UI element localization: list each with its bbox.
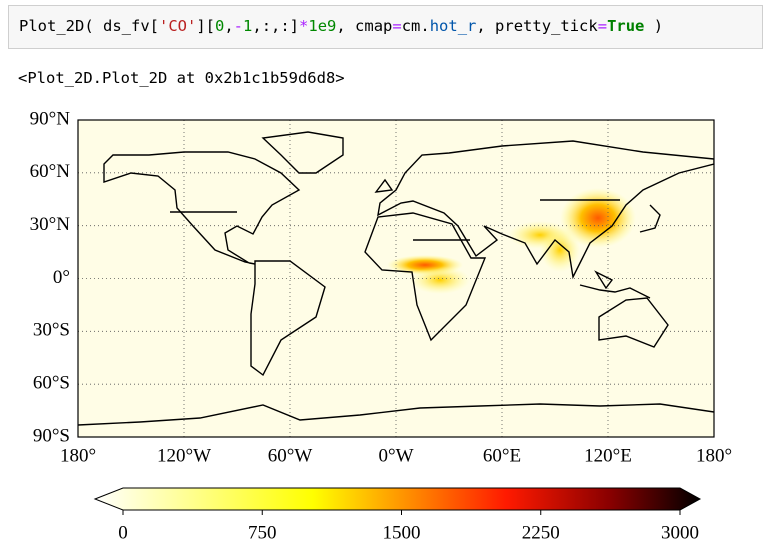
lat-tick-label: 0°: [53, 267, 70, 288]
code-token: , cmap: [336, 17, 393, 35]
colorbar-tick-label: 1500: [383, 522, 421, 543]
lon-tick-label: 60°E: [483, 445, 521, 466]
code-token: 1e9: [308, 17, 337, 35]
colorbar-tick-label: 2250: [522, 522, 560, 543]
code-token: Plot_2D( ds_fv[: [19, 17, 159, 35]
lat-tick-label: 60°S: [33, 373, 70, 394]
code-token: hot_r: [429, 17, 477, 35]
lat-tick-label: 90°S: [33, 425, 70, 446]
code-token: ,:,:]: [252, 17, 300, 35]
code[interactable]: Plot_2D( ds_fv['CO'][0,-1,:,:]*1e9, cmap…: [19, 17, 663, 35]
lon-tick-label: 120°E: [584, 445, 632, 466]
lon-tick-label: 120°W: [157, 445, 211, 466]
colorbar: [93, 487, 702, 511]
colorbar-tick-label: 750: [248, 522, 277, 543]
lon-tick-label: 180°: [60, 445, 96, 466]
code-token: ): [644, 17, 664, 35]
code-token: True: [607, 17, 645, 35]
code-token: cm.: [401, 17, 430, 35]
code-token: *: [299, 17, 309, 35]
code-token: 'CO': [158, 17, 197, 35]
lon-tick-label: 180°: [696, 445, 732, 466]
lat-tick-label: 30°S: [33, 320, 70, 341]
lat-tick-label: 30°N: [30, 214, 71, 235]
map-frame: [77, 119, 715, 438]
code-token: =: [392, 17, 402, 35]
lon-tick-label: 0°W: [378, 445, 413, 466]
code-token: 1: [243, 17, 253, 35]
code-token: ,: [224, 17, 234, 35]
colorbar-tick-label: 3000: [661, 522, 699, 543]
lon-tick-label: 60°W: [268, 445, 313, 466]
colorbar-tick-label: 0: [118, 522, 128, 543]
code-token: , pretty_tick: [476, 17, 598, 35]
code-token: -: [233, 17, 244, 35]
code-token: ][: [196, 17, 215, 35]
lat-tick-label: 90°N: [30, 108, 71, 129]
coastlines: [78, 131, 714, 426]
code-token: 0: [214, 17, 225, 35]
code-token: =: [597, 17, 608, 35]
output-text: <Plot_2D.Plot_2D at 0x2b1c1b59d6d8>: [18, 69, 345, 87]
emissions: [387, 188, 636, 294]
lat-tick-label: 60°N: [30, 161, 71, 182]
code-cell[interactable]: Plot_2D( ds_fv['CO'][0,-1,:,:]*1e9, cmap…: [8, 5, 763, 49]
